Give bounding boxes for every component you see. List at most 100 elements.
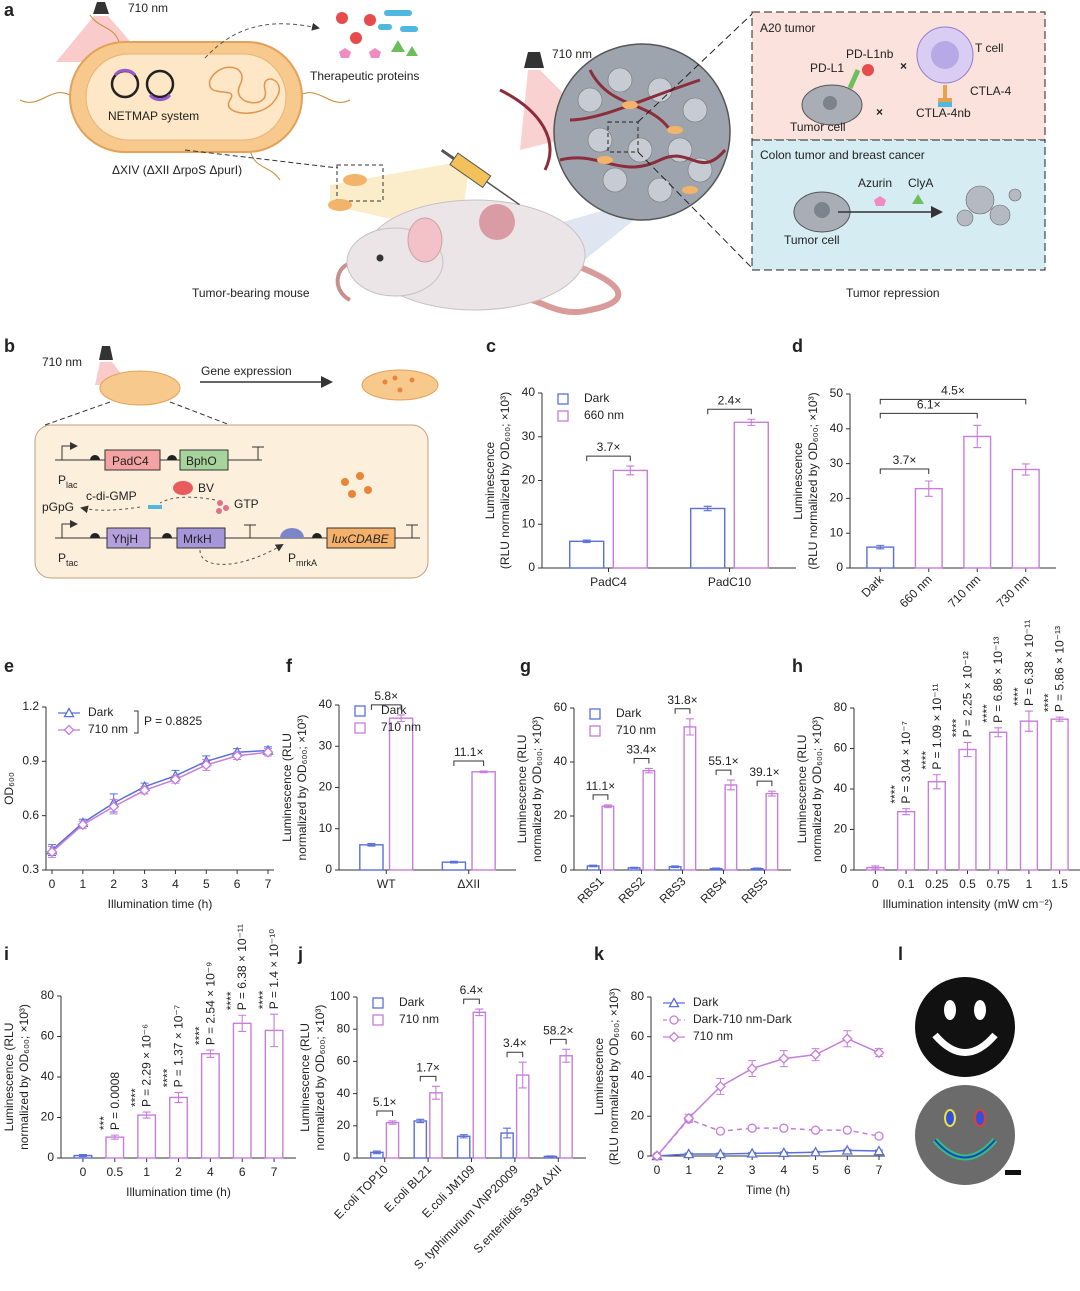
legend-label: 710 nm [88,722,128,736]
flagella [19,14,351,181]
bar [690,507,726,569]
x-axis-label: Time (h) [746,1183,790,1197]
legend-marker [63,724,75,736]
y-tick-label: 20 [337,1118,351,1132]
x-tick-label: 7 [265,877,272,891]
rbs [90,455,177,460]
bar [642,769,656,871]
plasmid [145,69,175,99]
panel-label: f [286,656,293,676]
marker [46,846,58,858]
dot [409,377,415,383]
error-bar [767,790,776,797]
marker [746,1147,758,1158]
error-bar [388,1120,397,1125]
error-bar [372,1150,381,1155]
mouse-tumor [479,204,515,240]
bar [1050,718,1069,871]
p-value: P = 3.04 × 10⁻⁷ [899,721,913,804]
significance: **** [161,1068,175,1087]
bar [472,1011,487,1159]
bar [359,844,384,871]
signal [974,1109,986,1127]
bracket [592,794,609,800]
marker [108,801,120,813]
error-bar [431,1085,440,1100]
x-tick-label: PadC10 [708,575,752,589]
gene-label: MrkH [183,532,212,546]
bracket [879,412,978,419]
error-bar [685,718,694,736]
panel-l: l [898,944,1021,1185]
smile [932,1032,998,1056]
p-value: P = 2.25 × 10⁻¹² [961,651,975,737]
y-axis-label: normalized by OD₆₀₀; ×10³) [17,1004,31,1150]
gene [326,527,396,549]
panel-b: b 710 nm Gene expression PadC4 BphO Plac… [4,336,439,579]
y-tick-label: 40 [834,781,848,795]
error-bar [963,741,972,758]
p-value: P = 6.38 × 10⁻¹¹ [235,924,249,1010]
legend-marker [668,997,680,1008]
annotation: 3.7× [893,453,917,467]
panel-label: c [486,336,496,356]
nucleus [814,202,830,218]
cell [682,97,708,123]
error-bar [1055,716,1064,722]
x-tick-label: 3 [749,1163,756,1177]
annotation: 6.1× [917,397,941,411]
error-bar [397,714,406,723]
x-axis-label: Illumination intensity (mW cm⁻²) [882,897,1052,911]
x-tick-label: 1 [1026,877,1033,891]
x-tick-label: 0 [80,1165,87,1179]
y-tick-label: 40 [554,754,568,768]
y-tick-label: 80 [834,700,848,714]
annotation: P = 0.8825 [144,714,202,728]
panel-label: d [792,336,803,356]
protein [339,48,351,58]
y-axis-label: normalized by OD₆₀₀; ×10³) [295,715,309,861]
y-axis-label: Luminescence (RLU [280,733,294,842]
annotation: 1.7× [416,1060,440,1074]
marker [779,1123,789,1133]
y-tick-label: 40 [830,421,844,435]
bracket [586,455,631,462]
bar [896,810,916,871]
bar [200,1053,220,1159]
bracket [549,1038,567,1045]
bacterium-small [343,174,367,186]
promoter-name: P [288,551,296,565]
marker [139,784,150,796]
annotation: 3.4× [503,1036,527,1050]
mask [915,977,1015,1077]
panel-label: k [594,944,605,964]
gene [106,527,151,549]
y-axis-label: Luminescence (RLU [515,735,529,844]
error-bar [747,418,756,426]
cell [577,87,603,113]
lamp [99,346,113,360]
protein [364,14,376,26]
cell [607,67,633,93]
annotation: 2.4× [718,393,742,407]
x-tick-label: E.coli TOP10 [331,1162,391,1222]
x-tick-label: 0.5 [106,1165,123,1179]
p-value: P = 1.4 × 10⁻¹⁰ [267,929,281,1009]
label: Tumor cell [790,120,846,134]
error-bar [753,867,762,870]
bar [137,1114,157,1159]
protein [384,10,412,16]
light-label: 710 nm [128,1,168,15]
proteins-label: Therapeutic proteins [310,69,419,83]
panel-label: a [4,0,15,20]
x-tick-label: RBS5 [739,874,771,906]
bracket [674,708,691,714]
significance: **** [129,1088,143,1107]
y-tick-label: 60 [337,1054,351,1068]
promoter-sub: mrkA [296,558,317,568]
y-tick-label: 50 [830,386,844,400]
y-axis-label: (RLU normalized by OD₆₀₀; ×10³) [607,988,621,1165]
promoter-label: PmrkA [288,551,317,568]
syringe-plunger [440,148,455,161]
legend-label: Dark [381,703,407,717]
